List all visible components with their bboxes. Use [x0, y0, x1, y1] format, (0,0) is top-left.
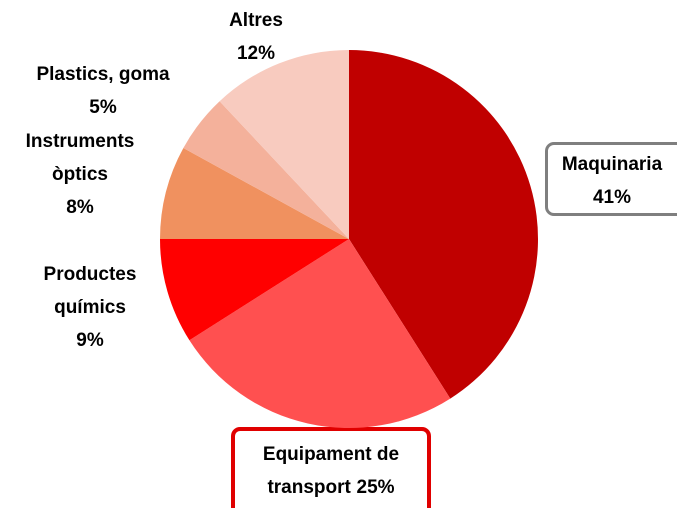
- slice-label: Plastics, goma 5%: [13, 58, 193, 124]
- value-label: 5%: [89, 97, 117, 118]
- slice-label: Productes químics 9%: [30, 258, 150, 357]
- category-label: Plastics, goma: [36, 64, 170, 85]
- slice: [183, 101, 349, 239]
- category-label: Altres: [229, 10, 283, 31]
- slice: [189, 239, 451, 428]
- slice-label: Maquinaria 41%: [542, 148, 677, 214]
- slice: [219, 49, 349, 239]
- slice-label: Instruments òptics 8%: [5, 125, 155, 224]
- slice-label: Altres 12%: [206, 4, 306, 70]
- highlight-box: [231, 427, 431, 508]
- highlight-box: [545, 142, 677, 216]
- slice: [160, 147, 349, 239]
- slice-label: Equipament de transport 25%: [231, 438, 431, 504]
- value-label: 41%: [592, 187, 632, 208]
- category-label: Instruments òptics: [25, 131, 135, 185]
- value-label: 9%: [76, 330, 104, 351]
- value-label: 12%: [236, 43, 276, 64]
- category-label: Equipament de transport: [262, 444, 400, 498]
- value-label: 8%: [66, 197, 94, 218]
- category-label: Maquinaria: [561, 154, 663, 175]
- slice: [349, 50, 538, 399]
- value-label: 25%: [356, 477, 395, 498]
- slice: [160, 239, 349, 341]
- category-label: Productes químics: [43, 264, 137, 318]
